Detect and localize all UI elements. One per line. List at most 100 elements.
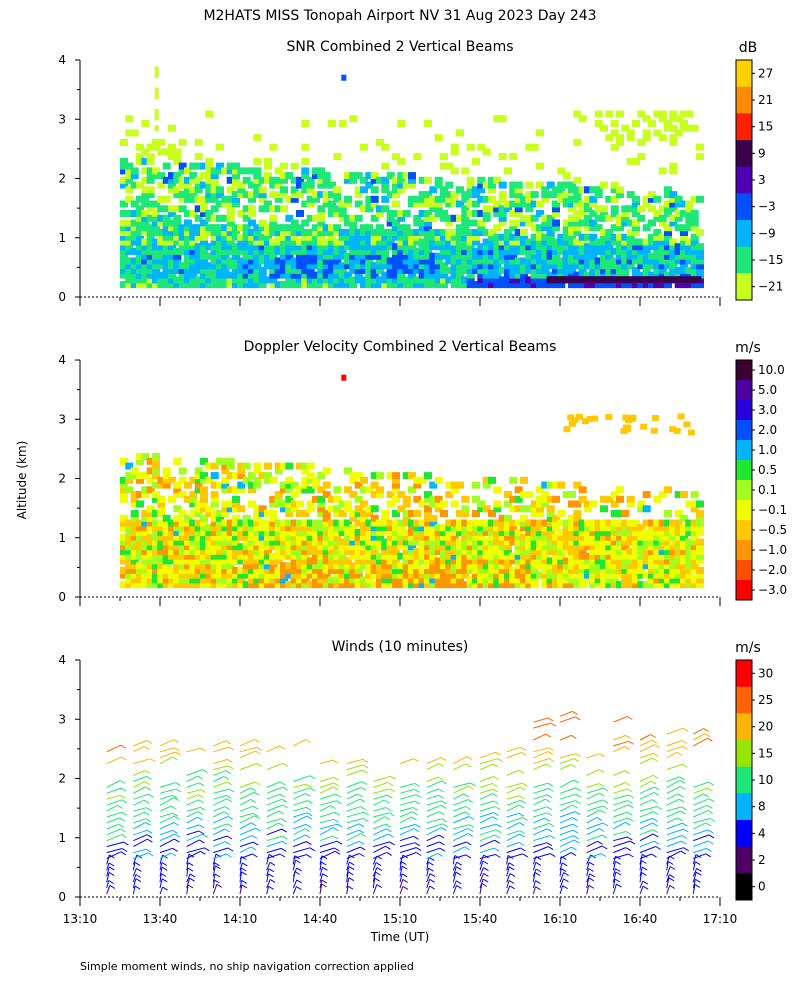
snr-cell: [242, 276, 251, 284]
snr-cell: [200, 210, 208, 217]
velocity-cell: [301, 543, 310, 551]
velocity-cell: [653, 557, 662, 565]
snr-cell: [189, 224, 198, 232]
wind-barb: [159, 838, 175, 848]
velocity-cell: [541, 557, 550, 565]
wind-barb: [479, 854, 485, 865]
velocity-cell: [141, 472, 150, 480]
snr-cell: [221, 229, 230, 236]
snr-cell: [664, 186, 672, 194]
velocity-cell: [498, 581, 507, 589]
snr-cell: [386, 257, 395, 265]
velocity-cell: [392, 529, 400, 536]
snr-cell: [184, 252, 192, 260]
snr-cell: [136, 229, 144, 236]
velocity-cell: [301, 538, 310, 546]
snr-cell: [338, 200, 347, 208]
snr-cell: [434, 181, 443, 189]
snr-cell: [509, 153, 518, 161]
velocity-cell: [685, 571, 694, 579]
snr-cell: [381, 262, 390, 270]
wind-barb: [266, 810, 280, 818]
velocity-cell: [365, 505, 374, 513]
velocity-cell: [408, 529, 416, 536]
snr-cell: [616, 186, 624, 194]
velocity-cell: [189, 552, 198, 560]
wind-barb: [402, 878, 409, 883]
velocity-cell: [178, 467, 187, 475]
snr-cell: [130, 262, 139, 270]
wind-barb: [428, 856, 435, 861]
snr-cell: [189, 162, 198, 170]
wind-barb: [668, 877, 675, 882]
wind-barb: [135, 878, 142, 883]
velocity-cell: [258, 576, 267, 584]
snr-cell: [216, 191, 224, 199]
velocity-cell: [642, 533, 651, 541]
velocity-cell: [434, 524, 443, 532]
velocity-cell: [589, 552, 598, 560]
wind-barb: [319, 805, 331, 812]
wind-barb: [559, 868, 562, 877]
velocity-cell: [168, 538, 176, 546]
velocity-cell: [397, 571, 406, 579]
wind-barb: [586, 768, 600, 776]
snr-cell: [333, 257, 342, 265]
snr-cell: [472, 157, 480, 165]
snr-cell: [274, 224, 283, 232]
velocity-cell: [285, 495, 294, 503]
wind-barb: [533, 782, 549, 788]
velocity-cell: [344, 505, 352, 513]
colorbar-unit: m/s: [735, 340, 761, 356]
velocity-cell: [397, 529, 406, 536]
velocity-cell: [552, 481, 560, 489]
snr-cell: [584, 252, 592, 260]
snr-cell: [488, 238, 496, 246]
wind-barb: [336, 840, 343, 845]
snr-cell: [653, 257, 662, 265]
snr-cell: [642, 243, 651, 251]
velocity-cell: [178, 476, 187, 484]
wind-barb: [547, 782, 554, 787]
velocity-cell: [253, 462, 262, 470]
wind-barb: [106, 756, 122, 765]
snr-cell: [317, 214, 326, 222]
velocity-cell: [328, 495, 336, 503]
velocity-cell: [530, 510, 539, 517]
velocity-cell: [674, 562, 683, 570]
snr-cell: [248, 229, 256, 236]
snr-cell: [397, 120, 406, 127]
velocity-cell: [205, 533, 214, 541]
wind-barb: [601, 845, 608, 850]
snr-cell: [616, 238, 624, 246]
snr-cell: [584, 219, 592, 227]
snr-cell: [536, 247, 544, 255]
snr-cell: [589, 262, 598, 270]
snr-cell: [413, 219, 422, 227]
wind-barb: [453, 806, 466, 812]
colorbar-label: 27: [758, 66, 773, 80]
snr-cell: [269, 176, 278, 184]
velocity-cell: [370, 557, 379, 565]
wind-barb: [506, 873, 511, 883]
velocity-cell: [333, 495, 342, 503]
wind-barb: [293, 783, 307, 788]
snr-cell: [360, 252, 368, 260]
velocity-cell: [466, 543, 475, 551]
wind-barb: [389, 841, 395, 846]
wind-barb: [506, 847, 521, 854]
velocity-cell: [626, 557, 635, 565]
velocity-cell: [589, 547, 598, 555]
wind-barb: [132, 862, 136, 871]
velocity-cell: [616, 529, 624, 536]
velocity-cell: [237, 576, 246, 584]
velocity-cell: [344, 500, 352, 508]
snr-cell: [370, 252, 379, 260]
wind-barb: [624, 770, 631, 775]
wind-barb: [586, 783, 600, 788]
velocity-cell: [685, 547, 694, 555]
velocity-cell: [253, 557, 262, 565]
snr-cell: [370, 276, 379, 284]
velocity-cell: [392, 533, 400, 541]
snr-cell: [669, 162, 678, 170]
